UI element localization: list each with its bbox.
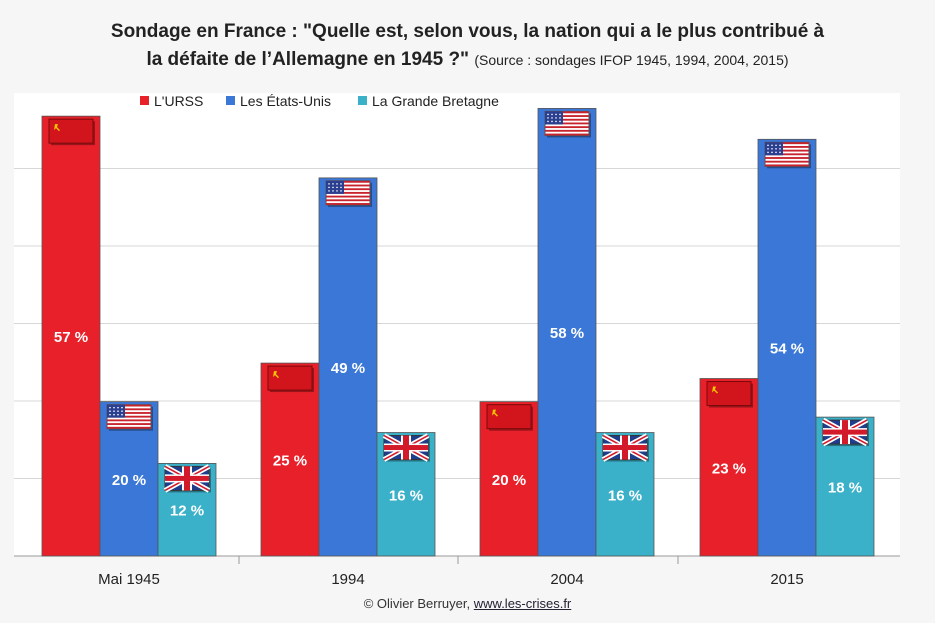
data-label-l-urss-1994: 25 % (273, 453, 307, 470)
ussr-flag (706, 381, 753, 408)
legend-swatch-les-etats-unis (226, 96, 235, 105)
bar-les-etats-unis-2015 (757, 138, 817, 557)
legend-swatch-l-urss (140, 96, 149, 105)
x-tick-label-mai-1945: Mai 1945 (98, 571, 160, 588)
data-label-la-grande-bretagne-2004: 16 % (608, 487, 642, 504)
data-label-la-grande-bretagne-mai-1945: 12 % (170, 503, 204, 520)
chart-title: Sondage en France : "Quelle est, selon v… (0, 18, 935, 74)
title-line-2: la défaite de l’Allemagne en 1945 ?" (So… (0, 46, 935, 74)
data-label-les-etats-unis-1994: 49 % (331, 360, 365, 377)
data-label-les-etats-unis-2004: 58 % (550, 325, 584, 342)
bar-l-urss-1994 (260, 362, 320, 557)
data-label-les-etats-unis-mai-1945: 20 % (112, 472, 146, 489)
uk-flag (601, 433, 649, 462)
bars: 57 % 20 % 12 % 25 % 49 % 16 % 20 % 58 % 16 % 23 %… (41, 108, 875, 557)
ussr-flag (267, 365, 314, 393)
legend-label-la-grande-bretagne: La Grande Bretagne (372, 93, 499, 109)
ussr-flag (48, 118, 95, 146)
uk-flag (163, 464, 211, 493)
credit-text: © Olivier Berruyer, (363, 596, 471, 611)
data-label-la-grande-bretagne-2015: 18 % (828, 480, 862, 497)
x-tick-label-2015: 2015 (770, 571, 803, 588)
x-tick-label-2004: 2004 (550, 571, 583, 588)
title-source: (Source : sondages IFOP 1945, 1994, 2004… (474, 52, 789, 68)
title-line-2-text: la défaite de l’Allemagne en 1945 ?" (146, 49, 470, 70)
data-label-la-grande-bretagne-1994: 16 % (389, 487, 423, 504)
bar-l-urss-mai-1945 (41, 115, 101, 557)
data-label-l-urss-2004: 20 % (492, 472, 526, 489)
data-label-les-etats-unis-2015: 54 % (770, 341, 804, 358)
legend-swatch-la-grande-bretagne (358, 96, 367, 105)
usa-flag (764, 141, 811, 169)
data-label-l-urss-2015: 23 % (712, 460, 746, 477)
bar-les-etats-unis-1994 (318, 177, 378, 557)
data-label-l-urss-mai-1945: 57 % (54, 329, 88, 346)
uk-flag (382, 433, 430, 462)
x-tick-label-1994: 1994 (331, 571, 364, 588)
uk-flag (821, 417, 869, 447)
title-line-1: Sondage en France : "Quelle est, selon v… (110, 21, 825, 42)
usa-flag (325, 180, 372, 207)
legend: L'URSS Les États-Unis La Grande Bretagne (140, 93, 499, 109)
bar-les-etats-unis-2004 (537, 108, 597, 557)
usa-flag (106, 404, 153, 431)
legend-label-l-urss: L'URSS (154, 93, 203, 109)
footer-credit: © Olivier Berruyer, www.les-crises.fr (0, 596, 935, 611)
ussr-flag (486, 404, 533, 431)
credit-link[interactable]: www.les-crises.fr (473, 596, 572, 611)
usa-flag (544, 110, 591, 138)
legend-label-les-etats-unis: Les États-Unis (240, 93, 331, 109)
